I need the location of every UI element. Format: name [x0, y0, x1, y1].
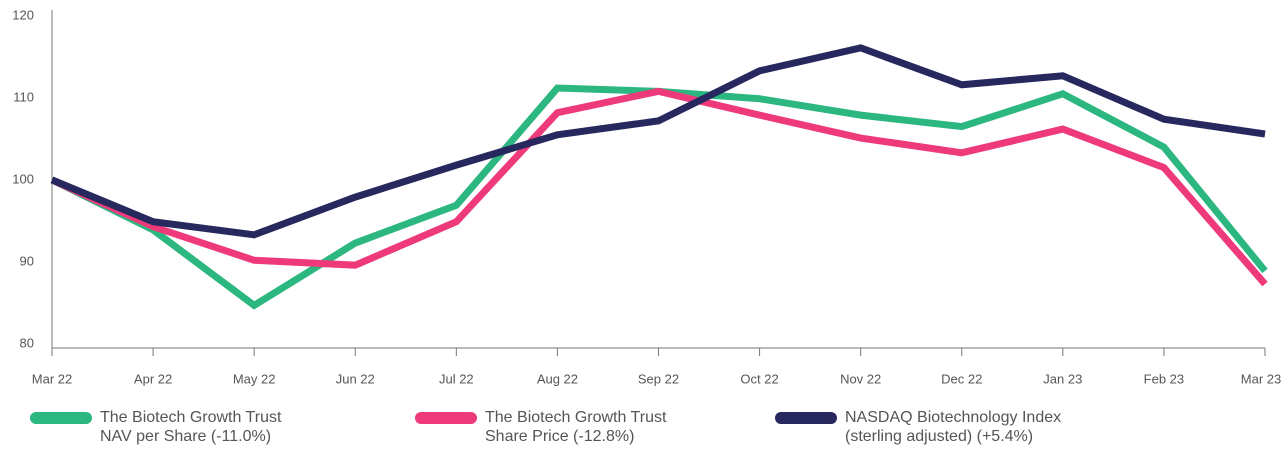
x-tick-label: Jan 23 [1043, 371, 1082, 386]
x-tick-label: Aug 22 [537, 371, 578, 386]
legend-label: NASDAQ Biotechnology Index (sterling adj… [845, 409, 1062, 445]
y-tick-label: 110 [13, 89, 34, 104]
legend-swatch [415, 412, 477, 424]
legend-swatch [30, 412, 92, 424]
chart: 80 90 100 110 120 Mar 22 Apr 22 May 22 Jun 22 Jul… [12, 7, 1281, 386]
series-line [50, 87, 1268, 287]
x-tick-label: Dec 22 [941, 371, 982, 386]
x-tick-label: May 22 [233, 371, 276, 386]
y-tick-label: 120 [12, 7, 34, 22]
legend-label: The Biotech Growth Trust NAV per Share (… [100, 409, 282, 445]
x-tick-label: Sep 22 [638, 371, 679, 386]
series-line [50, 44, 1266, 239]
x-tick-label: Mar 22 [32, 371, 72, 386]
x-tick-label: Jun 22 [336, 371, 375, 386]
x-tick-label: Feb 23 [1144, 371, 1184, 386]
y-tick-label: 100 [12, 171, 34, 186]
y-tick-label: 90 [20, 253, 34, 268]
x-tick-label: Jul 22 [439, 371, 474, 386]
y-tick-label: 80 [20, 335, 34, 350]
x-tick-label: Nov 22 [840, 371, 881, 386]
legend-label: The Biotech Growth Trust Share Price (-1… [485, 409, 667, 445]
legend-swatch [775, 412, 837, 424]
x-tick-label: Oct 22 [740, 371, 778, 386]
x-tick-label: Mar 23 [1241, 371, 1281, 386]
x-tick-label: Apr 22 [134, 371, 172, 386]
